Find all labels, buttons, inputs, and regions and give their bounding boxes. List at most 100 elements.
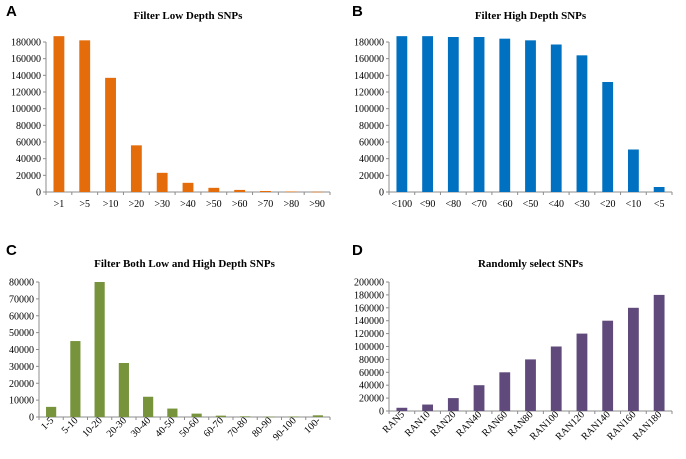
y-tick-label: 100000 (354, 104, 384, 115)
bar (473, 37, 485, 192)
bar (46, 406, 57, 417)
panel-b: B Filter High Depth SNPs 0 20000 40000 60000 8… (352, 3, 673, 210)
x-tick-label: <40 (548, 199, 564, 210)
y-tick-label: 180000 (354, 38, 384, 49)
y-tick-label: 100000 (11, 104, 41, 115)
x-tick-label: >90 (309, 199, 325, 210)
chart-title: Filter High Depth SNPs (475, 10, 587, 22)
panel-label: D (352, 242, 363, 259)
y-tick-label: 180000 (11, 38, 41, 49)
x-tick-label: <70 (471, 199, 487, 210)
bar (628, 307, 639, 411)
y-tick-label: 140000 (354, 316, 384, 327)
y-tick-label: 200000 (354, 278, 384, 289)
y-tick-label: 160000 (11, 54, 41, 65)
chart-title: Filter Both Low and High Depth SNPs (94, 258, 275, 270)
bar (191, 413, 202, 417)
y-tick-label: 70000 (9, 294, 34, 305)
x-tick-label: 30-40 (129, 415, 153, 439)
bar (130, 145, 142, 192)
y-tick-label: 80000 (9, 278, 34, 289)
y-tick-label: 180000 (354, 290, 384, 301)
y-tick-label: 160000 (354, 303, 384, 314)
y-tick-label: 60000 (359, 368, 384, 379)
x-tick-label: RAN60 (480, 409, 510, 439)
y-tick-label: 20000 (359, 394, 384, 405)
bar (499, 372, 511, 411)
bar (499, 38, 511, 192)
bar (447, 37, 459, 192)
x-tick-label: RAN40 (454, 409, 484, 439)
panel-label: B (352, 3, 363, 20)
y-tick-label: 10000 (9, 396, 34, 407)
bar (215, 415, 226, 417)
x-tick-label: >70 (258, 199, 274, 210)
bar (234, 189, 246, 192)
panel-c: C Filter Both Low and High Depth SNPs 0 100… (6, 242, 331, 443)
x-tick-label: 90-100 (271, 415, 299, 443)
bar (576, 55, 588, 193)
y-tick-label: 120000 (354, 88, 384, 99)
bar (264, 416, 275, 418)
y-tick-label: 0 (379, 407, 384, 418)
x-tick-label: >50 (206, 199, 222, 210)
panel-a: A Filter Low Depth SNPs 0 20000 40000 60000 80… (6, 3, 331, 210)
y-tick-label: 100000 (354, 342, 384, 353)
x-tick-label: <80 (445, 199, 461, 210)
x-tick-label: RAN180 (631, 409, 664, 442)
x-tick-label: RAN20 (429, 409, 459, 439)
x-tick-label: <100 (392, 199, 413, 210)
bar (628, 149, 639, 192)
chart-title: Randomly select SNPs (478, 258, 584, 270)
panel-d: D Randomly select SNPs 0 20000 40000 60000 800… (352, 242, 673, 443)
x-tick-label: >20 (129, 199, 145, 210)
bar (240, 416, 251, 417)
x-tick-label: 40-50 (153, 415, 177, 439)
x-tick-label: >10 (103, 199, 119, 210)
bar (396, 407, 408, 411)
x-tick-label: 10-20 (80, 415, 104, 439)
bar (550, 44, 562, 192)
y-tick-label: 20000 (9, 379, 34, 390)
bar (105, 77, 116, 192)
y-tick-label: 0 (29, 413, 34, 424)
bar (70, 341, 81, 417)
bar (576, 333, 588, 411)
bar (602, 320, 614, 411)
x-tick-label: >40 (180, 199, 196, 210)
bar (602, 82, 614, 192)
y-tick-label: 0 (379, 188, 384, 199)
bar (396, 36, 408, 192)
bar (473, 385, 485, 411)
y-tick-label: 50000 (9, 328, 34, 339)
bar (422, 36, 433, 192)
bar (285, 191, 297, 193)
bar (550, 346, 562, 411)
x-tick-label: 70-80 (226, 415, 250, 439)
bar (653, 187, 665, 192)
bar (525, 40, 536, 193)
x-tick-label: <5 (654, 199, 665, 210)
x-tick-label: 60-70 (202, 415, 226, 439)
bar (143, 396, 154, 417)
bar (156, 172, 168, 192)
x-tick-label: >1 (54, 199, 65, 210)
y-tick-label: 80000 (359, 121, 384, 132)
y-tick-label: 80000 (359, 355, 384, 366)
x-tick-label: RAN10 (403, 409, 433, 439)
x-tick-label: 20-30 (105, 415, 129, 439)
x-tick-label: <30 (574, 199, 590, 210)
y-tick-label: 60000 (359, 138, 384, 149)
bar (311, 191, 323, 193)
bar (260, 191, 271, 192)
y-tick-label: 140000 (11, 71, 41, 82)
x-tick-label: <60 (497, 199, 513, 210)
y-tick-label: 20000 (359, 171, 384, 182)
y-tick-label: 30000 (9, 362, 34, 373)
bar (447, 398, 459, 411)
bar (167, 408, 178, 417)
x-tick-label: <50 (523, 199, 539, 210)
panel-label: A (6, 3, 17, 20)
y-tick-label: 0 (36, 188, 41, 199)
